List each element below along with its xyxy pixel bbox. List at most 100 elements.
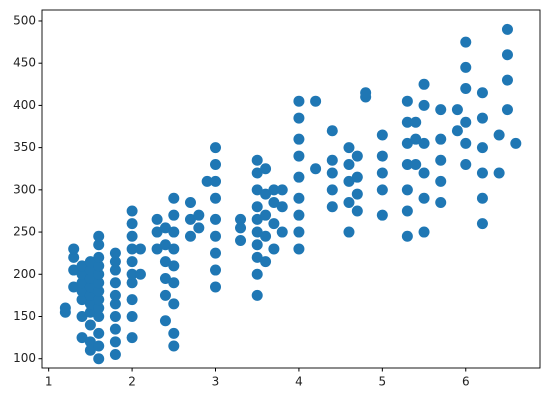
point xyxy=(84,256,96,268)
point xyxy=(360,87,372,99)
point xyxy=(376,129,388,141)
point xyxy=(376,150,388,162)
point xyxy=(84,281,96,293)
point xyxy=(184,213,196,225)
point xyxy=(168,209,180,221)
point xyxy=(260,230,272,242)
point xyxy=(451,104,463,116)
point xyxy=(68,243,80,255)
point xyxy=(93,268,105,280)
point xyxy=(401,116,413,128)
point xyxy=(210,281,222,293)
point xyxy=(401,137,413,149)
point xyxy=(93,353,105,365)
point xyxy=(168,243,180,255)
point xyxy=(260,188,272,200)
point xyxy=(126,256,138,268)
point xyxy=(401,230,413,242)
point xyxy=(168,260,180,272)
point xyxy=(126,205,138,217)
point xyxy=(343,159,355,171)
point xyxy=(68,264,80,276)
point xyxy=(84,336,96,348)
point xyxy=(276,201,288,213)
point xyxy=(343,175,355,187)
point xyxy=(251,154,263,166)
point xyxy=(109,256,121,268)
point xyxy=(293,133,305,145)
point xyxy=(293,243,305,255)
point xyxy=(418,99,430,111)
point xyxy=(293,112,305,124)
point xyxy=(410,133,422,145)
y-tick-label: 450 xyxy=(13,56,36,70)
point xyxy=(210,192,222,204)
point xyxy=(168,327,180,339)
point xyxy=(109,310,121,322)
y-tick-label: 250 xyxy=(13,225,36,239)
point xyxy=(326,201,338,213)
point xyxy=(251,239,263,251)
point xyxy=(376,184,388,196)
point xyxy=(401,184,413,196)
point xyxy=(260,209,272,221)
point xyxy=(210,159,222,171)
point xyxy=(93,302,105,314)
point xyxy=(418,167,430,179)
point xyxy=(84,298,96,310)
x-tick-label: 3 xyxy=(212,375,220,389)
point xyxy=(210,264,222,276)
point xyxy=(84,319,96,331)
y-tick-label: 300 xyxy=(13,182,36,196)
point xyxy=(418,137,430,149)
point xyxy=(476,167,488,179)
point xyxy=(109,348,121,360)
point xyxy=(293,95,305,107)
point xyxy=(184,197,196,209)
point xyxy=(109,323,121,335)
point xyxy=(376,167,388,179)
point xyxy=(235,213,247,225)
point xyxy=(151,226,163,238)
point xyxy=(84,289,96,301)
point xyxy=(460,36,472,48)
point xyxy=(501,74,513,86)
point xyxy=(159,222,171,234)
point xyxy=(351,205,363,217)
point xyxy=(418,226,430,238)
point xyxy=(493,167,505,179)
point xyxy=(210,230,222,242)
point xyxy=(251,251,263,263)
point xyxy=(276,226,288,238)
point xyxy=(251,167,263,179)
point xyxy=(93,310,105,322)
point xyxy=(326,125,338,137)
point xyxy=(168,298,180,310)
point xyxy=(84,273,96,284)
point xyxy=(193,222,205,234)
point xyxy=(193,209,205,221)
point xyxy=(251,226,263,238)
point xyxy=(109,336,121,348)
point xyxy=(210,213,222,225)
y-tick-label: 100 xyxy=(13,351,36,365)
point xyxy=(109,277,121,289)
point xyxy=(235,222,247,234)
point xyxy=(326,184,338,196)
y-tick-label: 400 xyxy=(13,98,36,112)
point xyxy=(184,230,196,242)
point xyxy=(93,277,105,289)
point xyxy=(251,201,263,213)
point xyxy=(159,289,171,301)
point xyxy=(251,268,263,280)
point xyxy=(109,298,121,310)
point xyxy=(501,23,513,35)
point xyxy=(126,277,138,289)
point xyxy=(460,83,472,95)
point xyxy=(210,142,222,154)
point xyxy=(93,285,105,297)
point xyxy=(293,209,305,221)
point xyxy=(460,61,472,73)
point xyxy=(251,213,263,225)
